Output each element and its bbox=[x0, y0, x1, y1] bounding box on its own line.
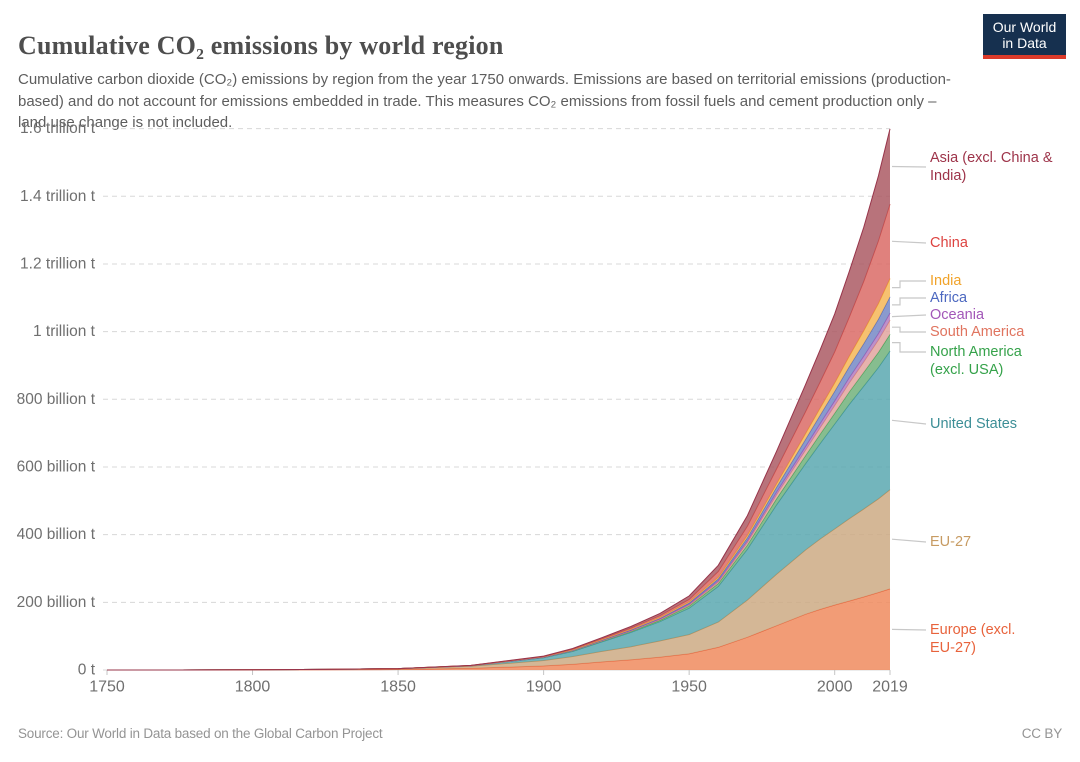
owid-logo-line1: Our World bbox=[992, 19, 1057, 35]
y-axis-label-200-billion-t: 200 billion t bbox=[17, 594, 96, 611]
x-axis-label-2000: 2000 bbox=[817, 678, 853, 695]
y-axis-label-1-4-trillion-t: 1.4 trillion t bbox=[20, 188, 96, 205]
legend-label-north-america-excl-usa[interactable]: North America (excl. USA) bbox=[930, 344, 1023, 378]
legend-connector-north-america-excl-usa bbox=[892, 342, 926, 353]
legend-label-china[interactable]: China bbox=[930, 235, 969, 251]
y-axis-label-800-billion-t: 800 billion t bbox=[17, 391, 96, 408]
legend-label-united-states[interactable]: United States bbox=[930, 416, 1017, 432]
legend-connector-oceania bbox=[891, 314, 927, 318]
legend-label-india[interactable]: India bbox=[930, 273, 962, 289]
legend-label-europe-excl-eu-27[interactable]: Europe (excl. EU-27) bbox=[930, 622, 1015, 656]
legend-connector-india bbox=[892, 280, 926, 289]
x-axis-label-2019: 2019 bbox=[872, 678, 908, 695]
owid-logo[interactable]: Our World in Data bbox=[983, 14, 1066, 59]
legend-connector-china bbox=[891, 240, 927, 244]
legend-label-africa[interactable]: Africa bbox=[930, 290, 968, 306]
y-axis-label-1-6-trillion-t: 1.6 trillion t bbox=[20, 120, 96, 137]
legend-connector-eu-27 bbox=[891, 538, 927, 543]
legend-label-eu-27[interactable]: EU-27 bbox=[930, 534, 971, 550]
x-axis-label-1800: 1800 bbox=[235, 678, 271, 695]
legend-connector-south-america bbox=[892, 326, 926, 333]
x-axis-label-1850: 1850 bbox=[380, 678, 416, 695]
legend-label-asia-excl-china-india[interactable]: Asia (excl. China & India) bbox=[930, 150, 1053, 184]
x-axis-label-1750: 1750 bbox=[89, 678, 125, 695]
legend-label-south-america[interactable]: South America bbox=[930, 324, 1025, 340]
legend-label-oceania[interactable]: Oceania bbox=[930, 307, 985, 323]
source-text: Source: Our World in Data based on the G… bbox=[18, 726, 383, 741]
logo-red-bar bbox=[983, 55, 1066, 59]
license-link[interactable]: CC BY bbox=[1021, 726, 1062, 741]
chart-footer: Source: Our World in Data based on the G… bbox=[18, 726, 1062, 741]
owid-logo-line2: in Data bbox=[1002, 35, 1047, 51]
legend-connector-africa bbox=[892, 297, 926, 306]
y-axis-label-1-trillion-t: 1 trillion t bbox=[33, 323, 96, 340]
legend-connector-united-states bbox=[891, 419, 927, 425]
x-axis-label-1900: 1900 bbox=[526, 678, 562, 695]
y-axis-label-0-t: 0 t bbox=[78, 662, 96, 679]
legend-connector-asia-excl-china-india bbox=[891, 165, 927, 168]
y-axis-label-400-billion-t: 400 billion t bbox=[17, 526, 96, 543]
x-axis-label-1950: 1950 bbox=[671, 678, 707, 695]
chart-subtitle: Cumulative carbon dioxide (CO₂) emission… bbox=[18, 71, 951, 131]
y-axis-label-600-billion-t: 600 billion t bbox=[17, 458, 96, 475]
legend-connector-europe-excl-eu-27 bbox=[891, 628, 927, 631]
page-title: Cumulative CO₂ emissions by world region bbox=[18, 31, 504, 61]
series-line-asia-excl-china-india bbox=[107, 128, 891, 671]
area-europe-excl-eu-27[interactable] bbox=[107, 588, 890, 670]
owid-logo-box: Our World in Data bbox=[983, 14, 1066, 55]
y-axis-label-1-2-trillion-t: 1.2 trillion t bbox=[20, 255, 96, 272]
